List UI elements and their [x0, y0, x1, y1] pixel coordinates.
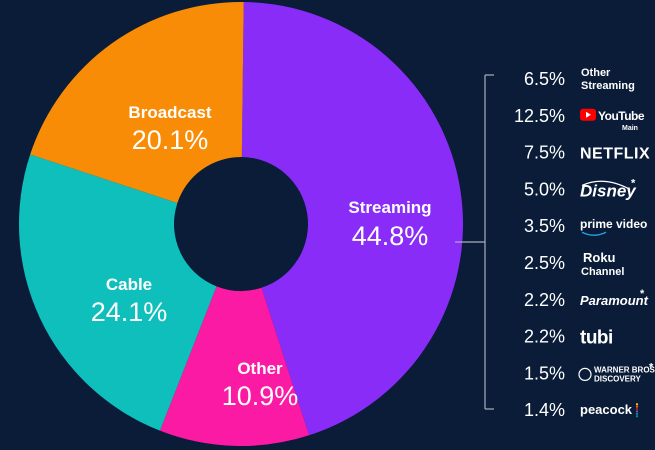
brand-name: Paramount: [580, 293, 649, 308]
brand-name: prime video: [580, 217, 647, 231]
breakdown-value: 1.5%: [524, 363, 565, 383]
slice-name-other: Other: [237, 359, 283, 378]
youtube-logo: YouTube Main: [580, 108, 645, 132]
breakdown-value: 2.2%: [524, 290, 565, 310]
slice-value-streaming: 44.8%: [352, 221, 429, 251]
peacock-dot-icon: [635, 412, 639, 415]
tubi-logo: tubi: [580, 328, 613, 349]
brand-name: peacock: [580, 402, 633, 417]
peacock-dot-icon: [635, 410, 639, 413]
slice-labels: Streaming 44.8% Other 10.9% Cable 24.1% Broadc…: [91, 103, 432, 411]
brand-name: NETFLIX: [580, 146, 650, 163]
peacock-dot-icon: [635, 403, 639, 406]
breakdown-row-warner-bros-discovery: 1.5% WARNER BROS.DISCOVERY *: [524, 361, 655, 383]
prime-video-logo: prime video: [580, 217, 647, 236]
streaming-bracket: [455, 74, 494, 410]
peacock-dot-icon: [635, 415, 639, 418]
slice-broadcast: [30, 2, 244, 203]
breakdown-value: 2.2%: [524, 327, 565, 347]
brand-name-line-1: WARNER BROS.: [594, 365, 655, 374]
slice-value-cable: 24.1%: [91, 297, 168, 327]
disney-logo: Disney*: [580, 177, 637, 200]
brand-name: YouTube: [598, 109, 645, 123]
breakdown-value: 12.5%: [514, 106, 565, 126]
asterisk: *: [649, 361, 654, 373]
brand-name: tubi: [580, 328, 613, 349]
asterisk: *: [631, 177, 636, 189]
brand-name-line-2: Streaming: [581, 80, 635, 92]
netflix-logo: NETFLIX: [580, 146, 650, 163]
breakdown-value: 3.5%: [524, 216, 565, 236]
breakdown-value: 7.5%: [524, 143, 565, 163]
prime-smile-icon: [581, 231, 607, 236]
slice-name-streaming: Streaming: [348, 198, 431, 217]
slice-cable: [18, 154, 217, 431]
slice-other: [159, 286, 310, 446]
brand-subtitle: Main: [622, 125, 638, 132]
breakdown-row-netflix: 7.5% NETFLIX: [524, 143, 650, 163]
breakdown-row-prime-video: 3.5% prime video: [524, 216, 647, 236]
peacock-dot-icon: [635, 407, 639, 411]
breakdown-row-youtube: 12.5% YouTube Main: [514, 106, 645, 132]
peacock-logo: peacock: [580, 402, 639, 418]
slice-name-broadcast: Broadcast: [128, 103, 211, 122]
disney-arc-icon: [581, 180, 631, 190]
breakdown-value: 2.5%: [524, 253, 565, 273]
donut-slices: [18, 2, 464, 446]
peacock-dot-icon: [635, 405, 639, 408]
brand-name-line-2: DISCOVERY: [594, 374, 641, 383]
play-triangle-icon: [586, 111, 591, 118]
brand-name-line-1: Other: [581, 67, 611, 79]
breakdown-value: 5.0%: [524, 179, 565, 199]
slice-value-broadcast: 20.1%: [132, 125, 209, 155]
breakdown-row-paramount: 2.2% Paramount*: [524, 288, 649, 310]
breakdown-value: 6.5%: [524, 69, 565, 89]
breakdown-row-tubi: 2.2% tubi: [524, 327, 613, 349]
wbd-shield-icon: [578, 367, 592, 381]
slice-name-cable: Cable: [106, 275, 152, 294]
brand-subtitle: Channel: [581, 266, 624, 278]
slice-streaming: [241, 2, 464, 436]
warner-bros-discovery-logo: WARNER BROS.DISCOVERY *: [578, 361, 655, 383]
breakdown-row-disney: 5.0% Disney*: [524, 177, 637, 200]
brand-name: Roku: [583, 250, 616, 265]
brand-name: Disney: [580, 181, 637, 200]
breakdown-row-peacock: 1.4% peacock: [524, 400, 639, 420]
asterisk: *: [640, 288, 645, 300]
breakdown-value: 1.4%: [524, 400, 565, 420]
paramount-logo: Paramount*: [580, 288, 649, 308]
slice-value-other: 10.9%: [222, 381, 299, 411]
